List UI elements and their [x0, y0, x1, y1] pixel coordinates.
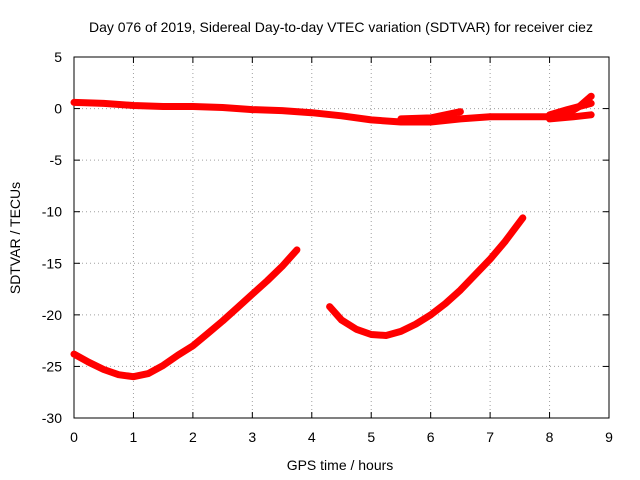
data-point [487, 256, 494, 263]
data-point [326, 303, 333, 310]
data-point [427, 311, 434, 318]
data-point [249, 291, 256, 298]
x-tick-label: 8 [546, 429, 554, 445]
data-point [264, 277, 271, 284]
series-group [70, 92, 595, 381]
y-tick-label: -10 [42, 204, 62, 220]
data-point [234, 304, 241, 311]
data-point [189, 342, 196, 349]
data-point [427, 114, 434, 121]
data-point [71, 99, 77, 106]
data-point [502, 238, 508, 245]
y-tick-label: -30 [42, 410, 62, 426]
data-point [175, 352, 181, 359]
data-point [100, 366, 107, 373]
data-point [383, 332, 390, 339]
data-point [353, 326, 360, 333]
data-point [160, 362, 167, 369]
x-tick-label: 1 [130, 429, 138, 445]
data-point [130, 102, 137, 109]
y-tick-label: -15 [42, 255, 62, 271]
data-point [71, 351, 77, 358]
data-point [249, 106, 256, 113]
data-point [457, 287, 464, 294]
data-point [516, 113, 523, 120]
x-tick-label: 5 [367, 429, 375, 445]
data-point [279, 263, 286, 270]
data-point [219, 318, 226, 324]
data-point [115, 371, 122, 378]
axis-ticks: 0 1 2 3 4 5 6 7 8 9 5 0 -5 -10 -15 -20 -25 -30 [42, 49, 613, 445]
y-tick-label: 0 [54, 101, 62, 117]
data-point [160, 103, 167, 110]
data-point [487, 113, 494, 120]
data-point [85, 359, 92, 366]
y-tick-label: -25 [42, 358, 62, 374]
data-point [472, 271, 479, 278]
data-point [338, 112, 345, 119]
data-point [588, 100, 595, 107]
y-tick-label: 5 [54, 49, 62, 65]
data-point [338, 317, 345, 323]
series-line-6 [326, 214, 527, 339]
x-tick-label: 7 [486, 429, 494, 445]
data-point [293, 246, 300, 253]
data-point [368, 331, 375, 338]
data-point [546, 115, 553, 122]
data-point [519, 214, 526, 221]
grid [74, 57, 609, 418]
chart-title: Day 076 of 2019, Sidereal Day-to-day VTE… [89, 19, 593, 35]
x-tick-label: 4 [308, 429, 316, 445]
x-axis-label: GPS time / hours [287, 457, 394, 473]
data-point [130, 373, 137, 380]
data-point [308, 109, 315, 116]
data-point [588, 111, 595, 118]
data-point [397, 328, 404, 335]
y-tick-label: -20 [42, 307, 62, 323]
y-tick-label: -5 [50, 152, 63, 168]
data-point [457, 115, 464, 122]
x-tick-label: 2 [189, 429, 197, 445]
data-point [397, 115, 404, 122]
x-tick-label: 9 [605, 429, 613, 445]
y-axis-label: SDTVAR / TECUs [7, 182, 23, 294]
plot-frame [73, 56, 610, 419]
data-point [442, 300, 449, 307]
data-point [564, 106, 571, 113]
data-point [279, 107, 286, 114]
data-point [588, 93, 595, 100]
x-tick-label: 6 [427, 429, 435, 445]
x-tick-label: 3 [248, 429, 256, 445]
data-point [189, 103, 196, 110]
series-line-1 [70, 92, 595, 126]
data-point [204, 330, 211, 337]
data-point [412, 321, 419, 328]
data-point [145, 370, 152, 377]
data-point [100, 100, 107, 107]
data-point [457, 108, 464, 115]
x-tick-label: 0 [70, 429, 78, 445]
data-point [368, 116, 375, 123]
data-point [219, 104, 226, 111]
series-line-5 [70, 246, 301, 381]
data-point [570, 113, 577, 120]
